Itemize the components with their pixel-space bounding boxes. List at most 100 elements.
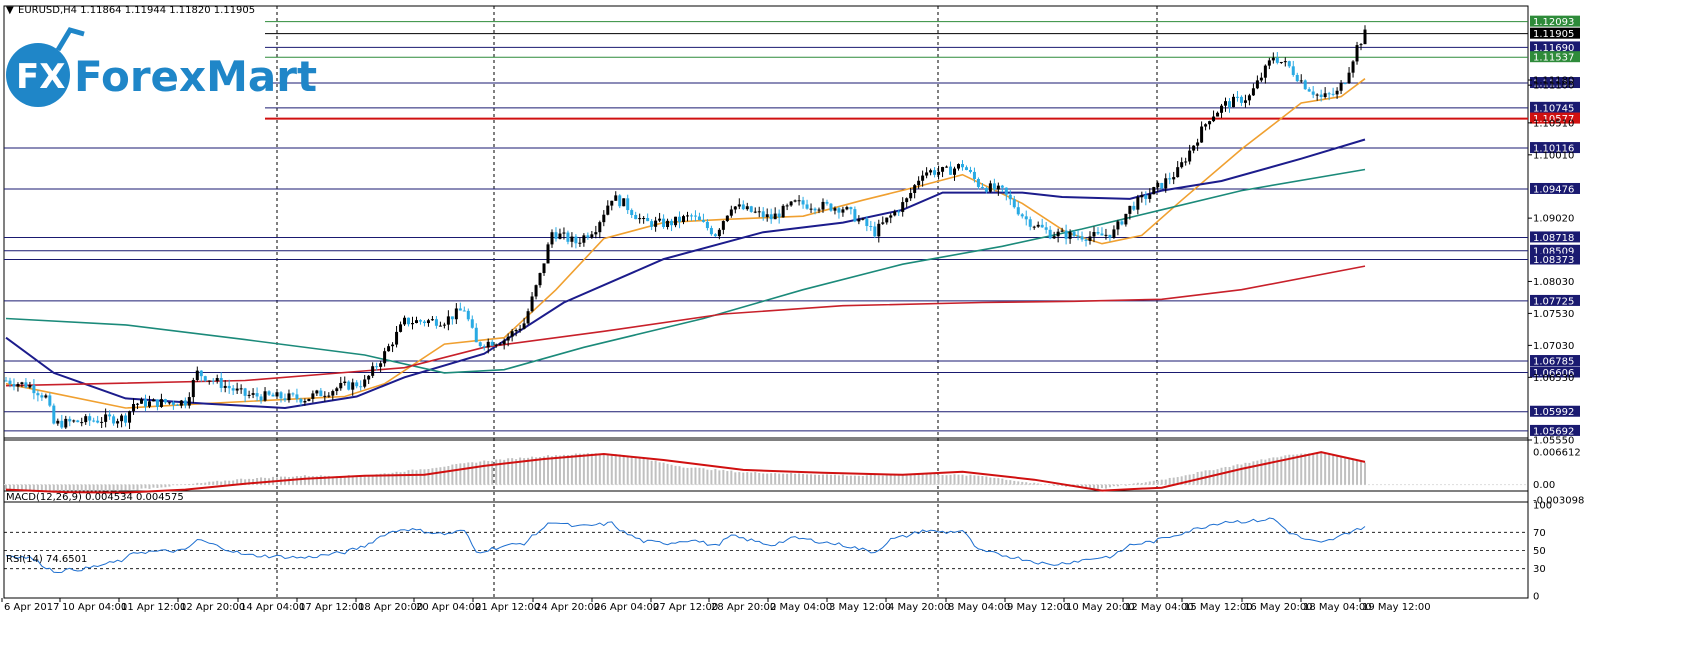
candle-body [984,188,988,192]
level-label-8: 1.09476 [1533,184,1574,195]
candle [1124,213,1128,227]
candle [917,176,921,189]
candle-body [610,200,614,206]
candle-body [506,336,510,341]
candle-body [873,226,877,237]
candle [697,212,701,221]
candle-body [929,170,933,173]
candle-body [1084,239,1088,241]
candle [1176,161,1180,178]
candle [44,393,48,399]
candle-body [968,169,972,172]
candle [120,413,124,428]
candle [857,215,861,225]
candle [873,221,877,239]
candle-body [215,378,219,381]
candle [275,388,279,397]
candle [1036,221,1040,228]
candle [140,397,144,404]
candle-body [793,200,797,202]
candle-body [909,192,913,199]
price-tick-label-2: 1.10510 [1533,118,1574,129]
candle-body [1100,233,1104,236]
candle-body [343,381,347,383]
candle [937,165,941,180]
candle-body [167,402,171,404]
time-tick-label-9: 24 Apr 20:00 [535,602,600,613]
level-tag-7 [1530,142,1580,154]
candle [662,214,666,229]
candle-body [1040,224,1044,228]
candle [510,328,514,342]
candle [554,227,558,242]
candle-body [1255,80,1259,89]
candle [56,418,60,426]
candle-body [785,205,789,207]
candle-body [626,198,630,211]
candle [789,200,793,207]
candle-body [674,216,678,226]
rsi-title: RSI(14) 74.6501 [6,554,87,565]
candle [1355,41,1359,65]
candle [239,384,243,394]
candle-body [199,370,203,377]
candle [371,362,375,378]
candle-body [1068,231,1072,239]
candle-body [578,242,582,244]
candle-body [355,382,359,387]
candle [299,397,303,406]
candle-body [1128,205,1132,214]
candle-body [956,164,960,169]
candle-body [1164,178,1168,189]
candle-body [662,218,666,227]
candle-body [1311,91,1315,95]
candle-body [187,397,191,406]
candle [128,410,132,429]
candle-body [1144,195,1148,199]
candle-body [1112,229,1116,238]
candle-body [1072,231,1076,236]
candle [725,215,729,223]
candle-body [191,380,195,398]
candle [821,198,825,213]
candle-body [897,211,901,213]
candle [48,392,52,408]
candle [163,398,167,405]
time-tick-label-23: 19 May 12:00 [1362,602,1431,613]
candle [586,232,590,240]
candle-body [36,393,40,396]
candle [450,316,454,325]
candle [243,387,247,403]
candle [466,308,470,322]
candle [1000,184,1004,193]
candle [1263,64,1267,84]
candle-body [980,186,984,189]
candle [391,342,395,353]
candle-body [526,311,530,324]
candle-body [1220,105,1224,113]
price-tick-label-1: 1.11100 [1533,81,1574,92]
candle-body [829,203,833,211]
candle-body [1251,88,1255,96]
candle-body [606,205,610,215]
candle [1255,75,1259,90]
candle-body [12,384,16,387]
candle [825,199,829,206]
candle [1100,227,1104,236]
candle [1180,157,1184,169]
candle-body [132,404,136,412]
candle [562,227,566,240]
menu-arrow-icon[interactable]: ▼ [6,5,14,16]
candle [757,206,761,218]
candle [52,403,56,425]
level-tag-9 [1530,231,1580,243]
candle [630,208,634,219]
candle-body [1363,29,1367,45]
candle-body [411,323,415,325]
candle [550,229,554,248]
candle [351,378,355,396]
candle [622,198,626,207]
candle-body [1224,101,1228,106]
level-label-11: 1.08373 [1533,255,1574,266]
candle [422,320,426,327]
